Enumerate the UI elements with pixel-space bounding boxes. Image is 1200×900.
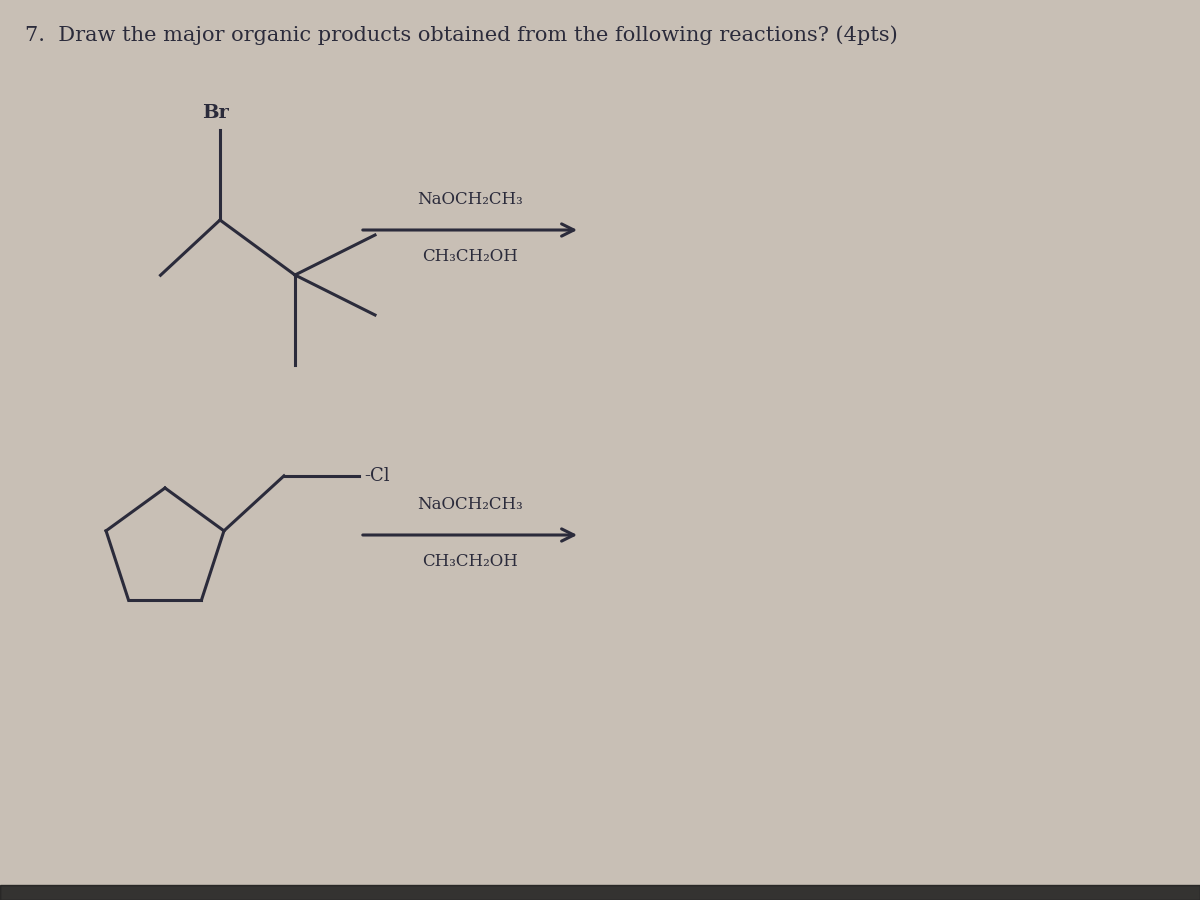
- Text: NaOCH₂CH₃: NaOCH₂CH₃: [418, 191, 523, 208]
- Text: CH₃CH₂OH: CH₃CH₂OH: [422, 248, 518, 265]
- Text: 7.  Draw the major organic products obtained from the following reactions? (4pts: 7. Draw the major organic products obtai…: [25, 25, 898, 45]
- Text: Br: Br: [202, 104, 228, 122]
- Text: CH₃CH₂OH: CH₃CH₂OH: [422, 553, 518, 570]
- Bar: [0, 885, 1200, 900]
- Text: NaOCH₂CH₃: NaOCH₂CH₃: [418, 496, 523, 513]
- Text: -Cl: -Cl: [364, 467, 390, 485]
